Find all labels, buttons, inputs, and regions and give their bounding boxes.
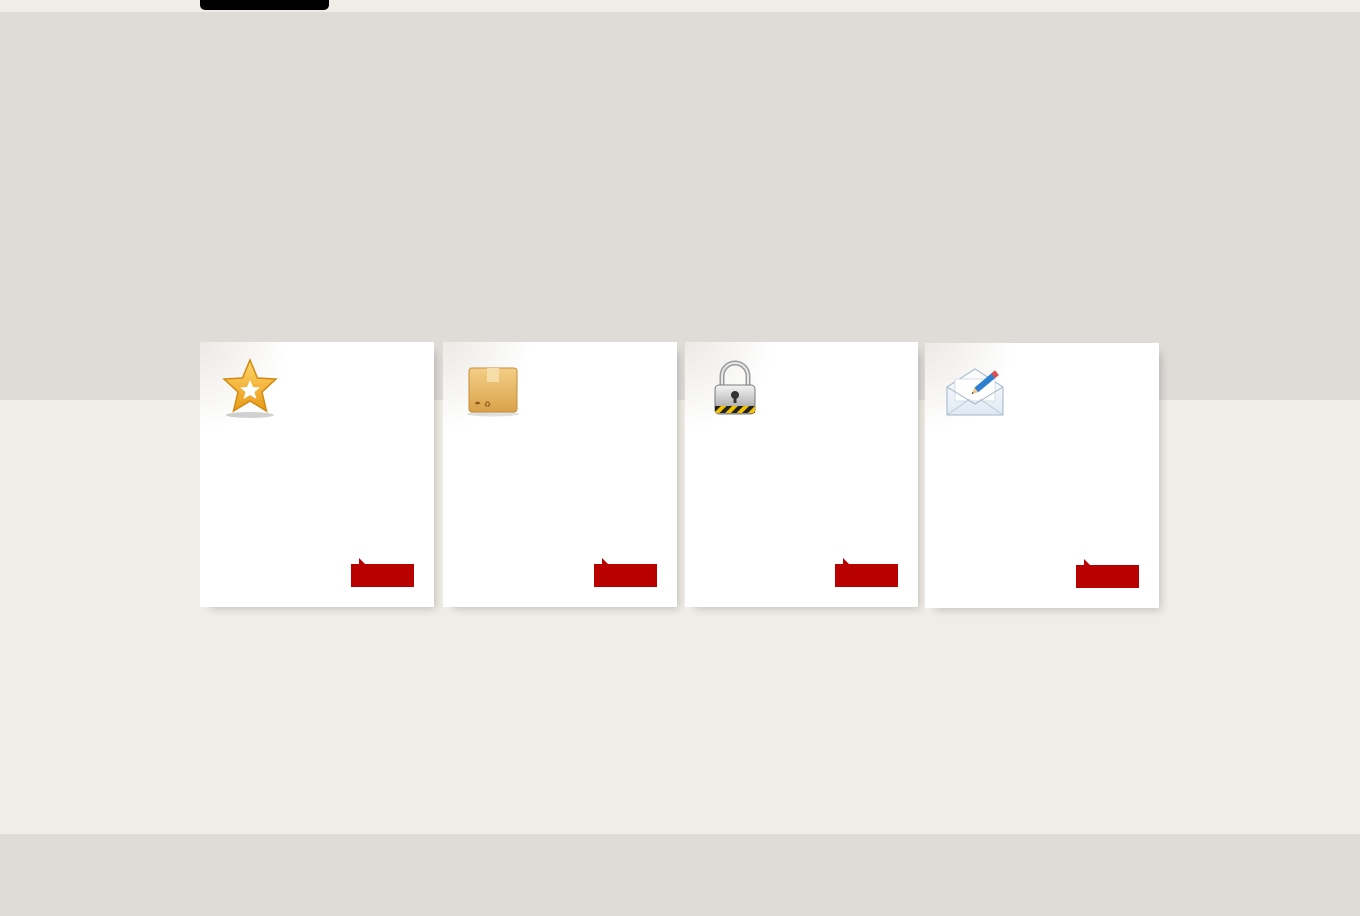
more-button[interactable] [594, 558, 657, 587]
padlock-icon [714, 360, 756, 415]
top-bar [0, 0, 1360, 12]
svg-text:☂ ♻: ☂ ♻ [474, 400, 491, 409]
footer [0, 834, 1360, 916]
feature-card-contact [925, 343, 1159, 608]
more-button[interactable] [351, 558, 414, 587]
hero-banner [0, 12, 1360, 400]
more-button[interactable] [1076, 559, 1139, 588]
star-icon [222, 358, 278, 418]
feature-card-security [685, 342, 918, 607]
feature-card-favorites [200, 342, 434, 607]
envelope-pencil-icon [946, 368, 1004, 416]
feature-card-package: ☂ ♻ [443, 342, 677, 607]
package-box-icon: ☂ ♻ [467, 367, 519, 417]
more-button[interactable] [835, 558, 898, 587]
logo-tab[interactable] [200, 0, 329, 10]
